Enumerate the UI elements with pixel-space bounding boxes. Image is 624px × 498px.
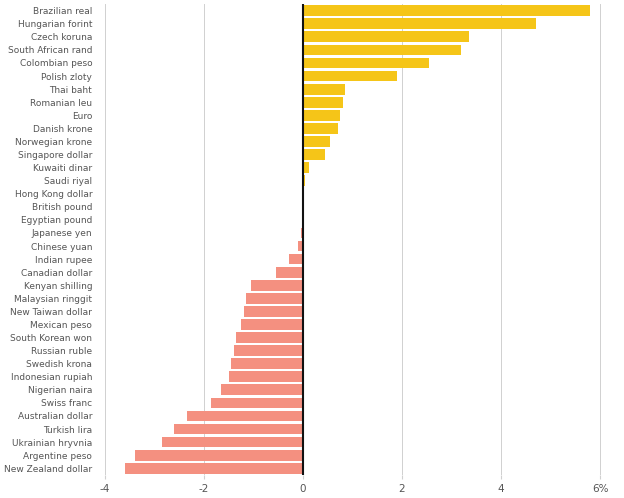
Bar — [251, 280, 303, 291]
Bar — [212, 397, 303, 408]
Bar — [301, 228, 303, 239]
Bar — [303, 71, 397, 82]
Bar — [243, 306, 303, 317]
Bar — [246, 293, 303, 304]
Bar — [174, 424, 303, 434]
Bar — [232, 359, 303, 369]
Bar — [303, 31, 469, 42]
Bar — [289, 254, 303, 264]
Bar — [303, 110, 340, 121]
Bar — [303, 97, 343, 108]
Bar — [187, 411, 303, 421]
Bar — [303, 162, 309, 173]
Bar — [236, 332, 303, 343]
Bar — [303, 84, 345, 95]
Bar — [276, 267, 303, 277]
Bar — [303, 44, 461, 55]
Bar — [125, 463, 303, 474]
Bar — [303, 123, 338, 134]
Bar — [222, 384, 303, 395]
Bar — [241, 319, 303, 330]
Bar — [303, 18, 535, 29]
Bar — [233, 345, 303, 356]
Bar — [298, 241, 303, 251]
Bar — [303, 58, 429, 68]
Bar — [229, 372, 303, 382]
Bar — [162, 437, 303, 448]
Bar — [303, 5, 590, 16]
Bar — [303, 149, 325, 160]
Bar — [303, 175, 306, 186]
Bar — [135, 450, 303, 461]
Bar — [303, 136, 330, 147]
